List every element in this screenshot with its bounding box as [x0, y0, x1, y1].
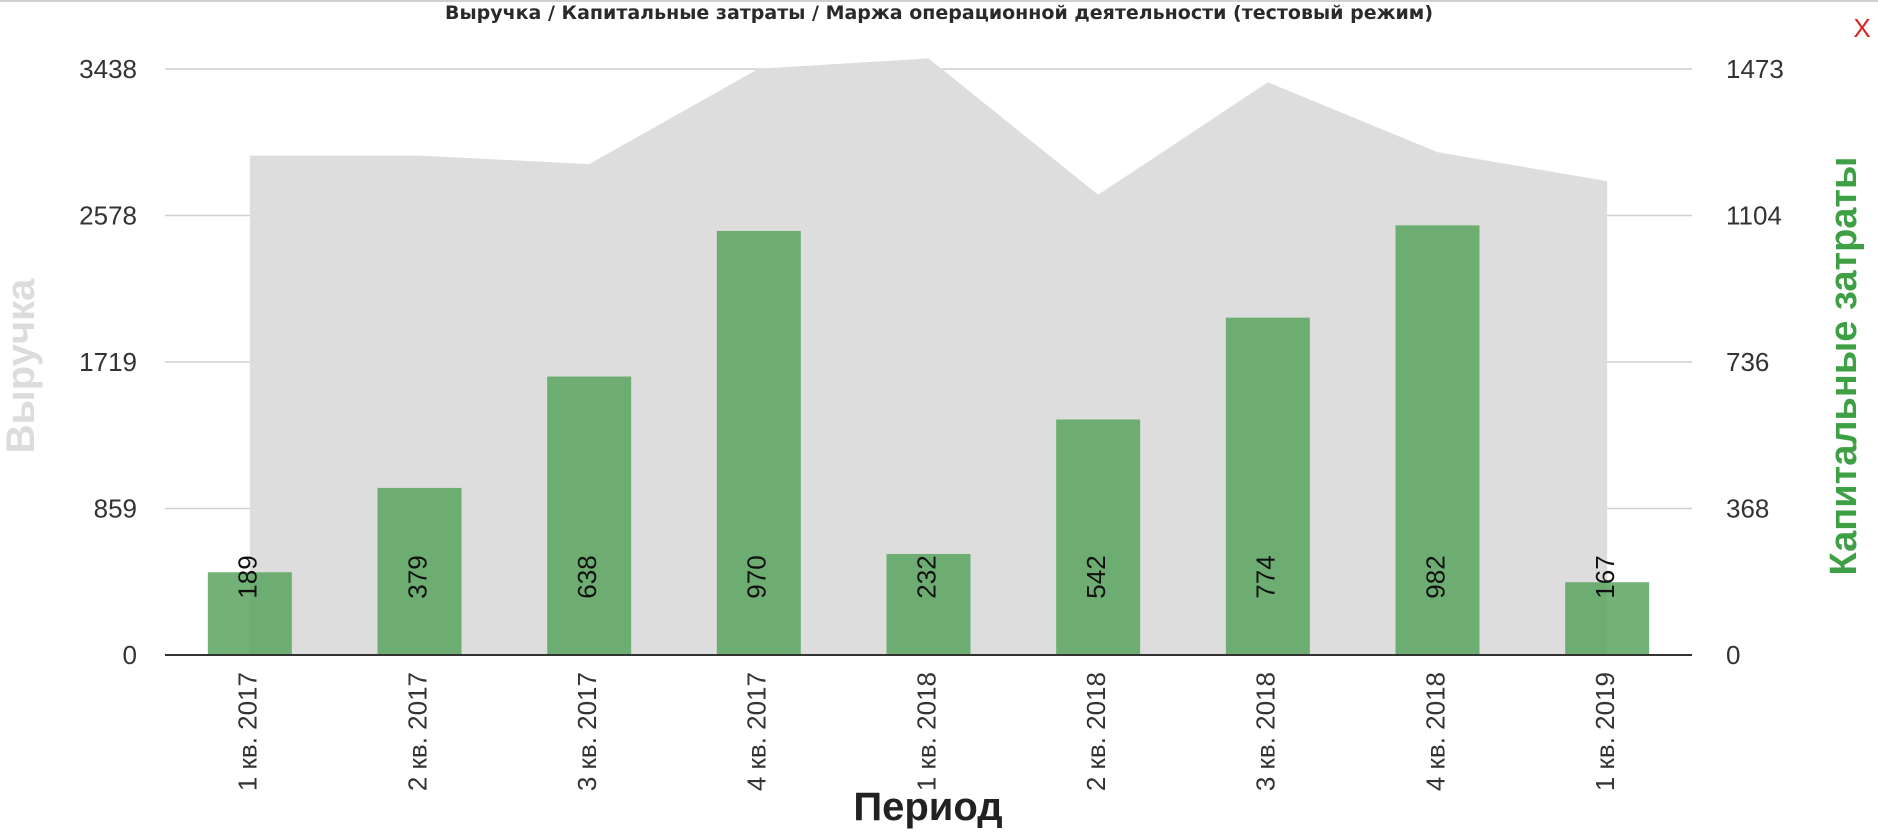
bar-data-label: 232	[911, 555, 941, 598]
x-axis-label: Период	[853, 785, 1002, 829]
capex-bars-layer	[207, 225, 1650, 655]
capex-bar	[1225, 317, 1310, 655]
capex-bar	[886, 553, 971, 655]
capex-bar	[716, 230, 801, 655]
capex-bar	[1056, 419, 1141, 655]
bar-data-label: 970	[742, 555, 772, 598]
tick-labels-layer: 0 0 859 368 1719 736 2578 1104 3438 1473 1 кв. 201…	[79, 54, 1784, 791]
bar-data-label: 167	[1590, 555, 1620, 598]
bar-data-label: 982	[1420, 555, 1450, 598]
y-left-tick-label: 859	[94, 494, 137, 524]
x-category-label: 1 кв. 2019	[1590, 672, 1620, 791]
y-right-tick-label: 368	[1726, 494, 1769, 524]
y-right-tick-label: 1473	[1726, 54, 1784, 84]
x-category-label: 3 кв. 2018	[1251, 672, 1281, 791]
x-category-label: 2 кв. 2017	[402, 672, 432, 791]
bar-data-label: 542	[1081, 555, 1111, 598]
x-category-label: 1 кв. 2017	[233, 672, 263, 791]
chart-title: Выручка / Капитальные затраты / Маржа оп…	[444, 2, 1434, 24]
capex-bar	[1395, 225, 1480, 655]
capex-bar	[377, 487, 462, 655]
bar-data-label: 638	[572, 555, 602, 598]
x-category-label: 4 кв. 2017	[742, 672, 772, 791]
bar-data-label: 774	[1251, 555, 1281, 598]
capex-bar	[1565, 582, 1650, 655]
x-category-label: 1 кв. 2018	[911, 672, 941, 791]
bar-data-label: 379	[402, 555, 432, 598]
x-category-label: 2 кв. 2018	[1081, 672, 1111, 791]
y-left-tick-label: 1719	[79, 347, 137, 377]
close-button[interactable]: X	[1850, 14, 1874, 42]
y-left-tick-label: 3438	[79, 54, 137, 84]
x-category-label: 4 кв. 2018	[1420, 672, 1450, 791]
y-right-tick-label: 736	[1726, 347, 1769, 377]
capex-bar	[207, 572, 292, 655]
y-axis-right-label: Капитальные затраты	[1823, 157, 1865, 576]
capex-bar	[547, 376, 632, 655]
y-right-tick-label: 1104	[1726, 201, 1782, 231]
y-axis-left-label: Выручка	[0, 278, 43, 453]
y-right-tick-label: 0	[1726, 640, 1740, 670]
y-left-tick-label: 2578	[79, 201, 137, 231]
bar-data-label: 189	[233, 555, 263, 598]
y-left-tick-label: 0	[123, 640, 137, 670]
data-labels-layer: 189 379 638 970 232 542 774 982 167	[233, 555, 1620, 598]
x-category-label: 3 кв. 2017	[572, 672, 602, 791]
top-border	[0, 0, 1878, 2]
